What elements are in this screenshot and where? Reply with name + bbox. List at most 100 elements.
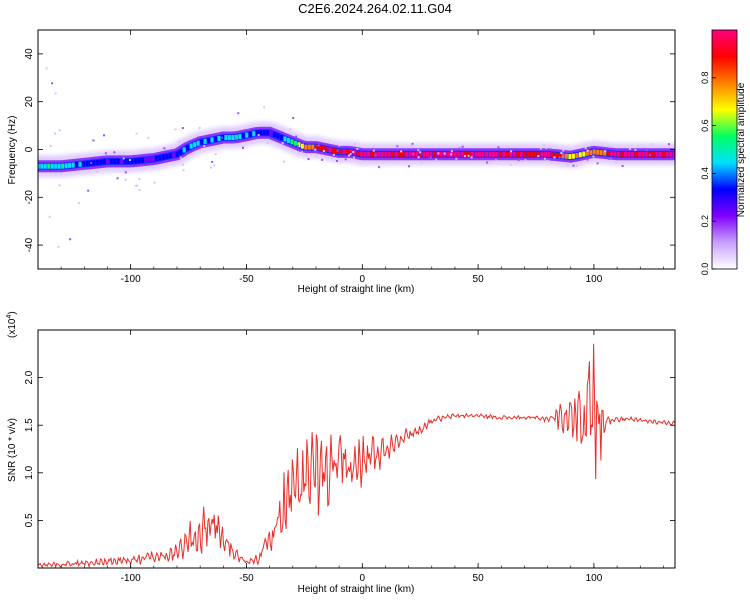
spectrogram-speckle: [104, 152, 107, 155]
spectrogram-cell: [175, 151, 179, 157]
spectrogram-speckle: [419, 151, 422, 154]
spectrogram-speckle: [322, 149, 325, 152]
spectrogram-cell: [71, 162, 75, 168]
spectrogram-cell: [85, 161, 89, 167]
spectrogram-speckle: [543, 157, 546, 160]
colorbar-tick-label: 0.2: [700, 215, 710, 228]
spectrogram-speckle: [181, 127, 184, 130]
spectrogram-speckle: [179, 156, 182, 159]
spectrogram-speckle: [621, 164, 624, 167]
spectrogram-cell: [54, 163, 58, 169]
spectrogram-cell: [307, 144, 311, 150]
spectrogram-speckle: [198, 126, 201, 129]
spectrogram-cell: [464, 151, 468, 157]
spectrogram-speckle: [592, 155, 595, 158]
spectrogram-speckle: [314, 148, 317, 151]
spectrogram-cell: [405, 151, 409, 157]
spectrogram-speckle: [103, 134, 106, 137]
spectrogram-cell: [662, 151, 666, 157]
spectrogram-cell: [116, 158, 120, 164]
spectrogram-cell: [64, 163, 68, 169]
spectrogram-cell: [300, 143, 304, 149]
spectrogram-speckle: [182, 169, 185, 172]
spectrogram-cell: [509, 151, 513, 157]
spectrogram-speckle: [163, 147, 166, 150]
chart-title: C2E6.2024.264.02.11.G04: [298, 1, 452, 16]
x-tick-label: -100: [121, 274, 141, 285]
spectrogram-speckle: [614, 161, 617, 164]
spectrogram-cell: [259, 130, 263, 136]
snr-multiplier-base: (x10: [7, 318, 18, 338]
spectrogram-speckle: [353, 142, 356, 145]
snr-y-label: SNR (10 * v/v): [7, 418, 18, 482]
spectrogram-speckle: [134, 184, 137, 187]
spectrogram-speckle: [463, 155, 466, 158]
spectrogram-cell: [432, 151, 436, 157]
colorbar-ticks: 0.0 0.2 0.4 0.6 0.8: [700, 72, 716, 276]
spectrogram-cell: [460, 151, 464, 157]
spectrogram-cell: [585, 150, 589, 156]
spectrogram-speckle: [124, 178, 127, 181]
spectrogram-cell: [297, 142, 301, 148]
spectrogram-cell: [106, 158, 110, 164]
spectrogram-speckle: [54, 132, 57, 135]
colorbar-tick-label: 0.0: [700, 263, 710, 276]
spectrogram-cell: [547, 151, 551, 157]
spectrogram-cell: [578, 152, 582, 158]
colorbar-frame: [711, 29, 738, 270]
snr-frame: [37, 329, 676, 569]
spectrogram-cell: [655, 151, 659, 157]
spectrogram-cell: [415, 151, 419, 157]
spectrogram-speckle: [467, 154, 470, 157]
spectrogram-cell: [293, 140, 297, 146]
spectrogram-axes: -100 -50 0 50 100 -40 -20 0 20 40: [24, 30, 675, 285]
spectrogram-cell: [61, 163, 65, 169]
spectrogram-speckle: [116, 177, 119, 180]
spectrogram-cell: [630, 151, 634, 157]
spectrogram-speckle: [352, 150, 355, 153]
y-tick-label: 2.0: [24, 370, 35, 384]
spectrogram-cell: [627, 151, 631, 157]
spectrogram-speckle: [443, 152, 446, 155]
spectrogram-speckle: [283, 160, 286, 163]
spectrogram-speckle: [450, 153, 453, 156]
spectrogram-speckle: [138, 188, 141, 191]
spectrogram-cell: [95, 160, 99, 166]
spectrogram-cell: [123, 158, 127, 164]
spectrogram-speckle: [356, 147, 359, 150]
spectrogram-cell: [325, 146, 329, 152]
spectrogram-cell: [130, 158, 134, 164]
spectrogram-speckle: [353, 156, 356, 159]
spectrogram-cell: [610, 151, 614, 157]
spectrogram-cell: [599, 150, 603, 156]
spectrogram-speckle: [517, 159, 520, 162]
spectrogram-speckle: [409, 145, 412, 148]
x-tick-label: 0: [360, 274, 366, 285]
spectrogram-cell: [200, 139, 204, 145]
spectrogram-cell: [502, 151, 506, 157]
spectrogram-cell: [147, 157, 151, 163]
spectrogram-speckle: [58, 129, 61, 132]
spectrogram-cell: [589, 150, 593, 156]
spectrogram-cell: [158, 155, 162, 161]
spectrogram-speckle: [486, 161, 489, 164]
spectrogram-speckle: [336, 149, 339, 152]
spectrogram-speckle: [297, 144, 300, 147]
spectrogram-y-label: Frequency (Hz): [7, 116, 18, 185]
y-tick-label: -20: [24, 190, 35, 205]
spectrogram-cell: [651, 151, 655, 157]
spectrogram-speckle: [281, 142, 284, 145]
spectrogram-speckle: [543, 144, 546, 147]
x-tick-label: 0: [360, 573, 366, 584]
spectrogram-cell: [144, 157, 148, 163]
spectrogram-speckle: [584, 147, 587, 150]
spectrogram-speckle: [257, 134, 260, 137]
spectrogram-speckle: [407, 165, 410, 168]
spectrogram-speckle: [417, 149, 420, 152]
spectrogram-speckle: [241, 146, 244, 149]
y-tick-label: -40: [24, 237, 35, 252]
spectrogram-cell: [314, 144, 318, 150]
spectrogram-speckle: [289, 128, 292, 131]
spectrogram-speckle: [450, 150, 453, 153]
